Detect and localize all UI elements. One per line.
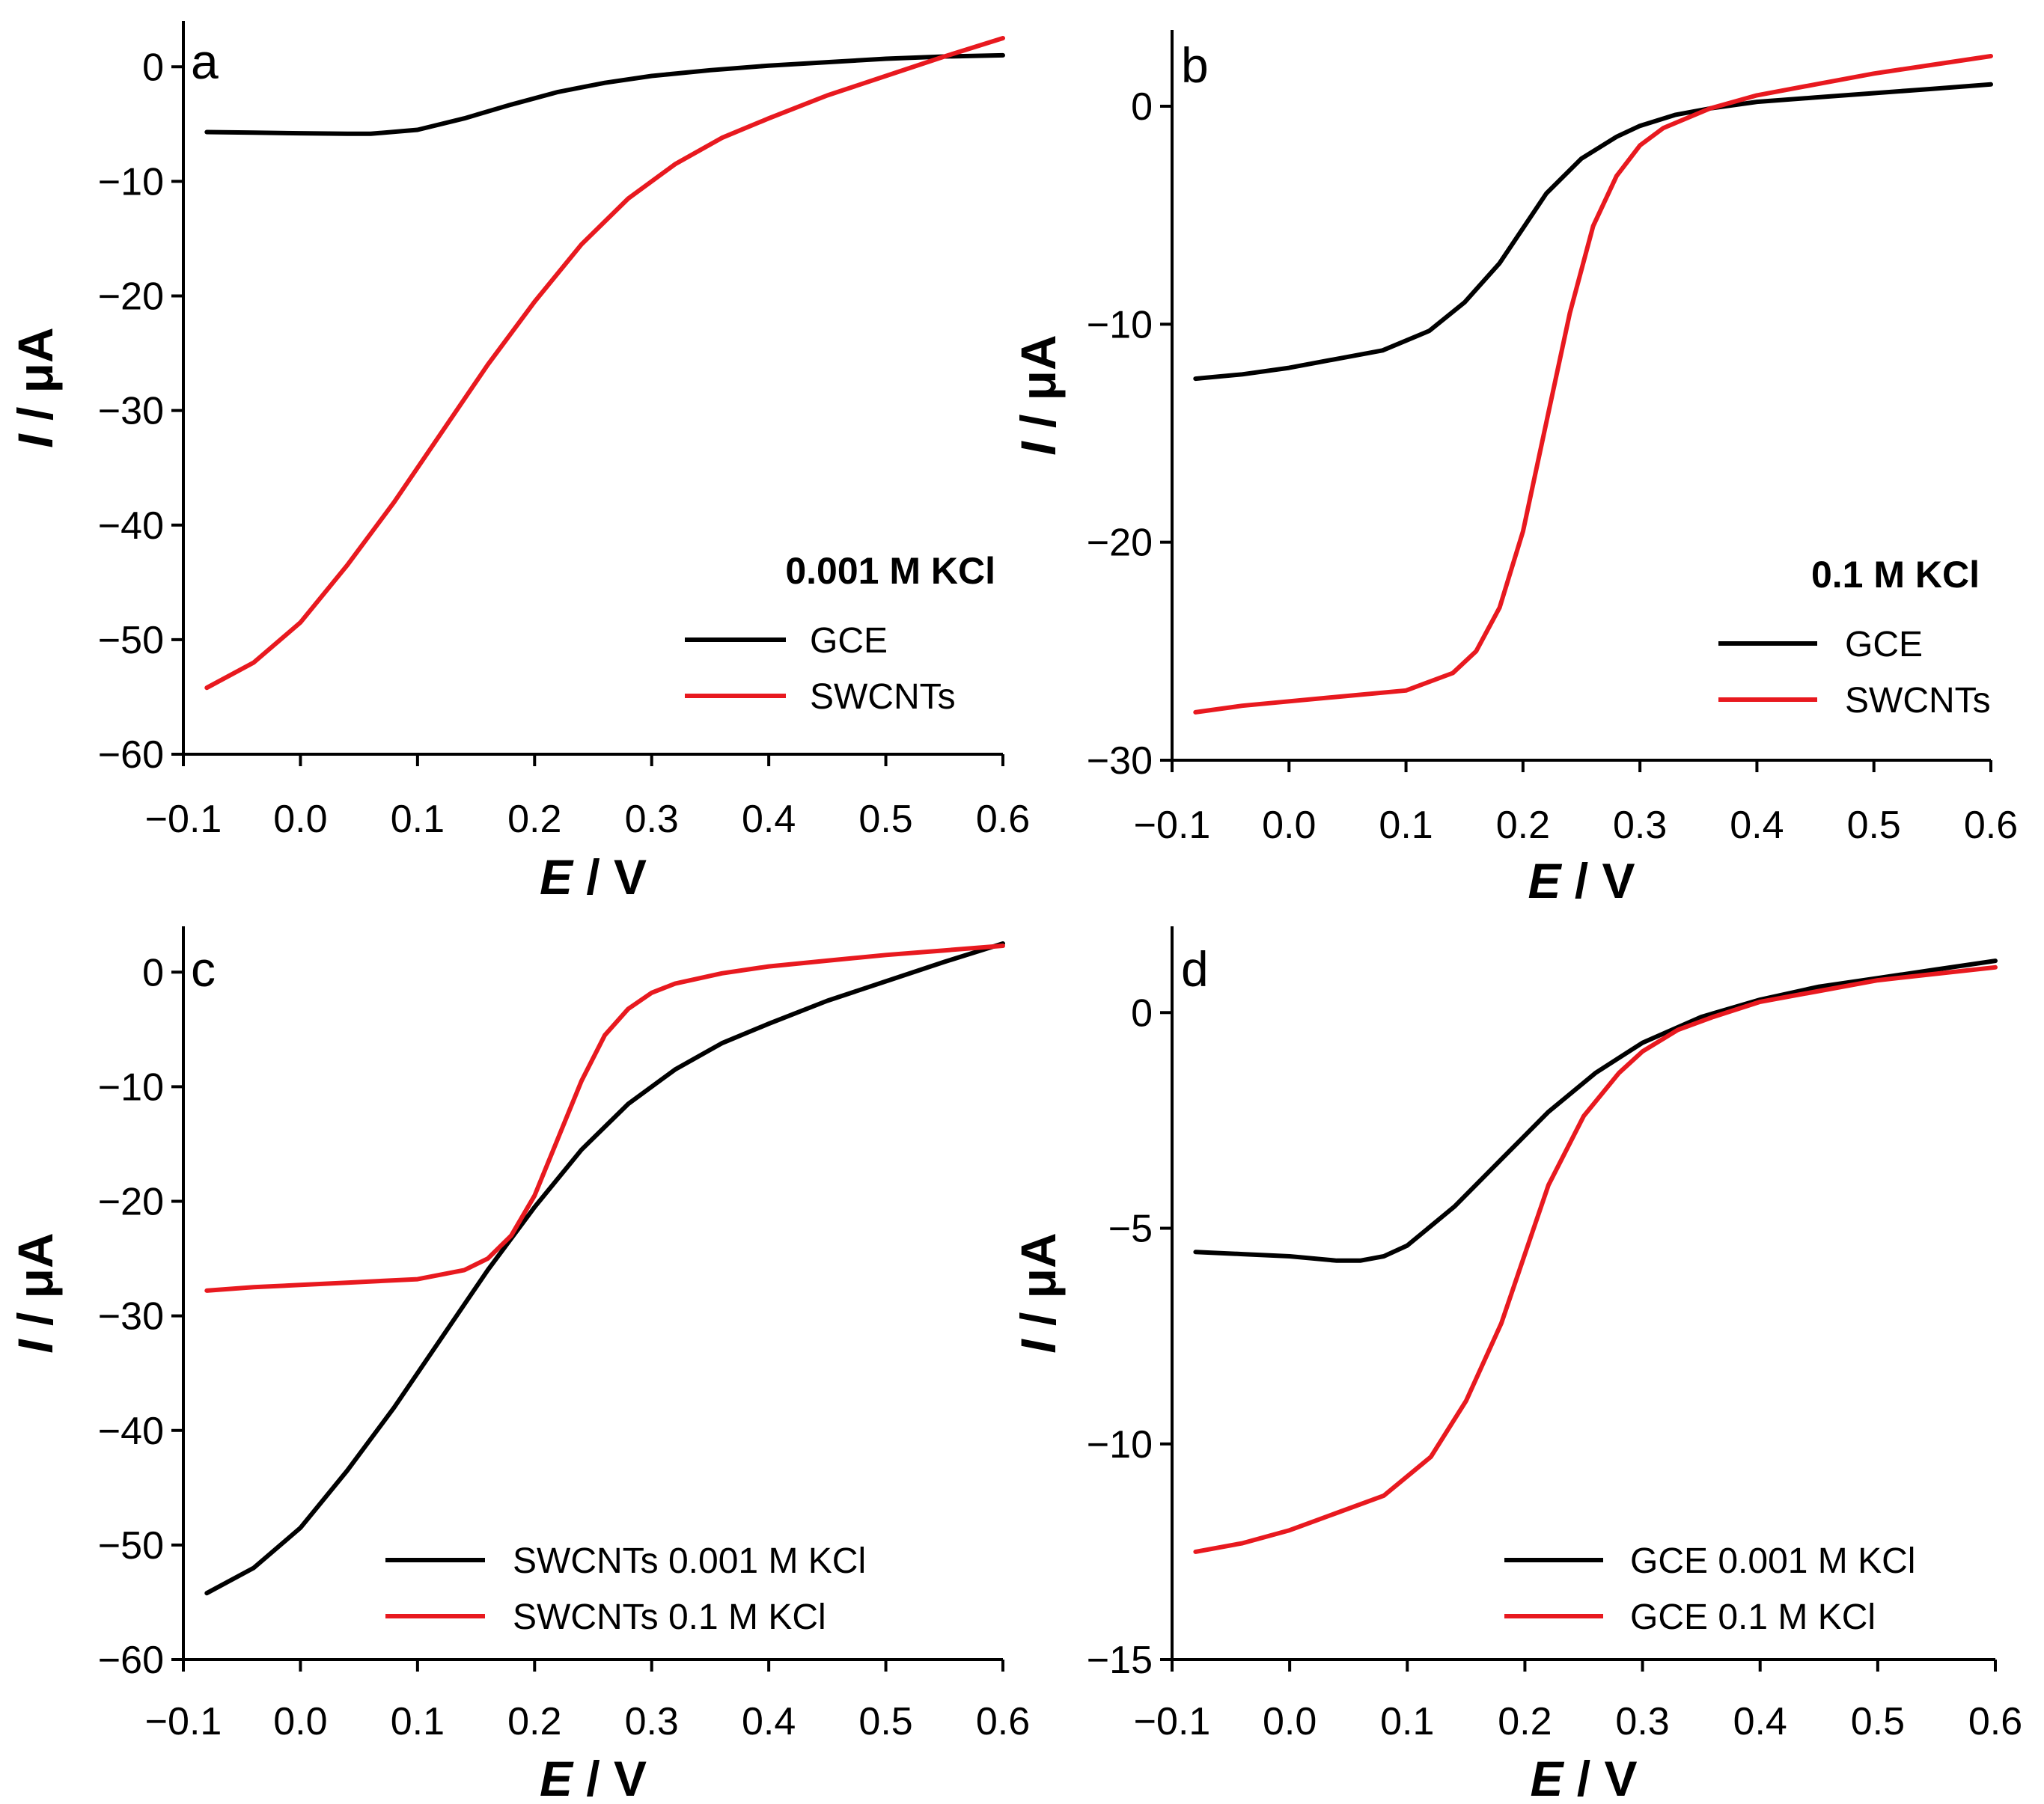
legend: GCE SWCNTs — [1718, 625, 1991, 721]
y-axis-title: I / μA — [7, 1232, 63, 1353]
y-tick-label: −20 — [98, 1181, 164, 1224]
y-tick-label: −5 — [1108, 1208, 1153, 1251]
x-tick-label: 0.4 — [1733, 1700, 1787, 1743]
x-tick-label: −0.1 — [145, 798, 222, 841]
x-tick-label: 0.5 — [858, 1700, 912, 1743]
y-tick-label: −30 — [98, 1295, 164, 1339]
legend-label: GCE 0.1 M KCl — [1630, 1597, 1876, 1637]
legend-label: GCE — [810, 621, 888, 661]
x-axis-title: E / V — [1528, 853, 1635, 908]
x-tick-label: 0.0 — [1263, 1700, 1317, 1743]
series-line-gce — [204, 52, 1005, 136]
y-tick-label: −15 — [1087, 1639, 1153, 1682]
x-tick-label: 0.4 — [742, 1700, 796, 1743]
panel-d: −0.1 0.0 0.1 0.2 0.3 0.4 0.5 0.6 0 −5 −10 −15 d GCE 0… — [1010, 926, 2022, 1804]
x-tick-label: 0.2 — [1498, 1700, 1552, 1743]
x-tick-label: 0.3 — [1615, 1700, 1669, 1743]
x-tick-label: 0.6 — [976, 1700, 1030, 1743]
x-tick-label: 0.2 — [507, 1700, 561, 1743]
series-line-swcnts-0-001-m-kcl — [204, 941, 1005, 1596]
x-tick-label: 0.2 — [1496, 804, 1550, 847]
y-tick-label: −60 — [98, 1639, 164, 1682]
y-tick-label: 0 — [142, 46, 164, 89]
panel-letter: c — [191, 941, 216, 997]
x-tick-label: 0.3 — [1613, 804, 1667, 847]
x-tick-label: 0.6 — [1968, 1700, 2022, 1743]
annotation-label: 0.1 M KCl — [1811, 554, 1980, 596]
legend-label: GCE — [1845, 625, 1923, 664]
x-tick-label: 0.5 — [1847, 804, 1901, 847]
y-tick-label: −20 — [98, 275, 164, 319]
series-line-swcnts — [204, 36, 1005, 691]
legend-label: SWCNTs — [1845, 681, 1991, 721]
y-tick-label: −30 — [98, 390, 164, 433]
y-tick-label: 0 — [1131, 85, 1153, 129]
x-tick-label: 0.0 — [273, 798, 327, 841]
y-tick-label: 0 — [1131, 991, 1153, 1035]
panel-letter: d — [1181, 941, 1209, 997]
x-tick-label: 0.6 — [976, 798, 1030, 841]
y-tick-label: −50 — [98, 619, 164, 662]
x-tick-label: 0.4 — [742, 798, 796, 841]
legend-label: SWCNTs 0.1 M KCl — [513, 1597, 826, 1637]
x-tick-label: 0.4 — [1730, 804, 1784, 847]
x-tick-label: 0.3 — [625, 798, 679, 841]
series-line-swcnts-0-1-m-kcl — [204, 944, 1005, 1293]
legend-label: SWCNTs — [810, 677, 956, 717]
y-axis-title: I / μA — [1010, 334, 1066, 455]
y-axis-title: I / μA — [1010, 1232, 1066, 1353]
x-tick-label: 0.5 — [1851, 1700, 1905, 1743]
x-axis-title: E / V — [540, 1751, 647, 1804]
y-tick-label: −40 — [98, 504, 164, 548]
series-line-gce-0-001-m-kcl — [1193, 958, 1998, 1263]
x-tick-label: 0.1 — [391, 798, 445, 841]
legend: SWCNTs 0.001 M KCl SWCNTs 0.1 M KCl — [385, 1541, 866, 1637]
panel-c: −0.1 0.0 0.1 0.2 0.3 0.4 0.5 0.6 0 −10 −20 −30 −40 −5… — [7, 926, 1030, 1804]
x-tick-label: −0.1 — [1134, 804, 1211, 847]
y-tick-label: 0 — [142, 951, 164, 994]
y-tick-label: −20 — [1087, 522, 1153, 565]
y-tick-label: −50 — [98, 1524, 164, 1568]
x-tick-label: 0.2 — [507, 798, 561, 841]
panel-b: −0.1 0.0 0.1 0.2 0.3 0.4 0.5 0.6 0 −10 −20 −30 b 0.1 … — [1010, 30, 2018, 908]
panel-letter: b — [1181, 37, 1209, 93]
annotation-label: 0.001 M KCl — [785, 550, 995, 592]
panel-a: −0.1 0.0 0.1 0.2 0.3 0.4 0.5 0.6 0 −10 −20 −30 −40 −5… — [7, 21, 1030, 905]
y-tick-label: −10 — [1087, 303, 1153, 346]
legend: GCE SWCNTs — [685, 621, 956, 717]
x-tick-label: 0.5 — [858, 798, 912, 841]
x-tick-label: 0.1 — [1379, 804, 1433, 847]
legend-label: SWCNTs 0.001 M KCl — [513, 1541, 866, 1581]
x-tick-label: 0.1 — [1380, 1700, 1434, 1743]
y-tick-label: −10 — [98, 160, 164, 204]
y-tick-label: −10 — [1087, 1423, 1153, 1467]
x-tick-label: 0.1 — [391, 1700, 445, 1743]
x-axis-title: E / V — [1530, 1751, 1637, 1804]
series-line-swcnts — [1193, 54, 1993, 715]
x-tick-label: 0.0 — [1262, 804, 1316, 847]
x-axis-title: E / V — [540, 849, 647, 905]
x-tick-label: 0.0 — [273, 1700, 327, 1743]
legend: GCE 0.001 M KCl GCE 0.1 M KCl — [1504, 1541, 1915, 1637]
y-tick-label: −10 — [98, 1065, 164, 1109]
y-tick-label: −40 — [98, 1410, 164, 1453]
x-tick-label: 0.6 — [1964, 804, 2018, 847]
x-tick-label: −0.1 — [1134, 1700, 1211, 1743]
y-axis-title: I / μA — [7, 327, 63, 447]
y-tick-label: −60 — [98, 733, 164, 777]
series-line-gce — [1193, 82, 1993, 382]
series-line-gce-0-1-m-kcl — [1193, 964, 1998, 1554]
legend-label: GCE 0.001 M KCl — [1630, 1541, 1915, 1581]
x-tick-label: 0.3 — [625, 1700, 679, 1743]
y-tick-label: −30 — [1087, 739, 1153, 783]
x-tick-label: −0.1 — [145, 1700, 222, 1743]
panel-letter: a — [191, 34, 219, 89]
